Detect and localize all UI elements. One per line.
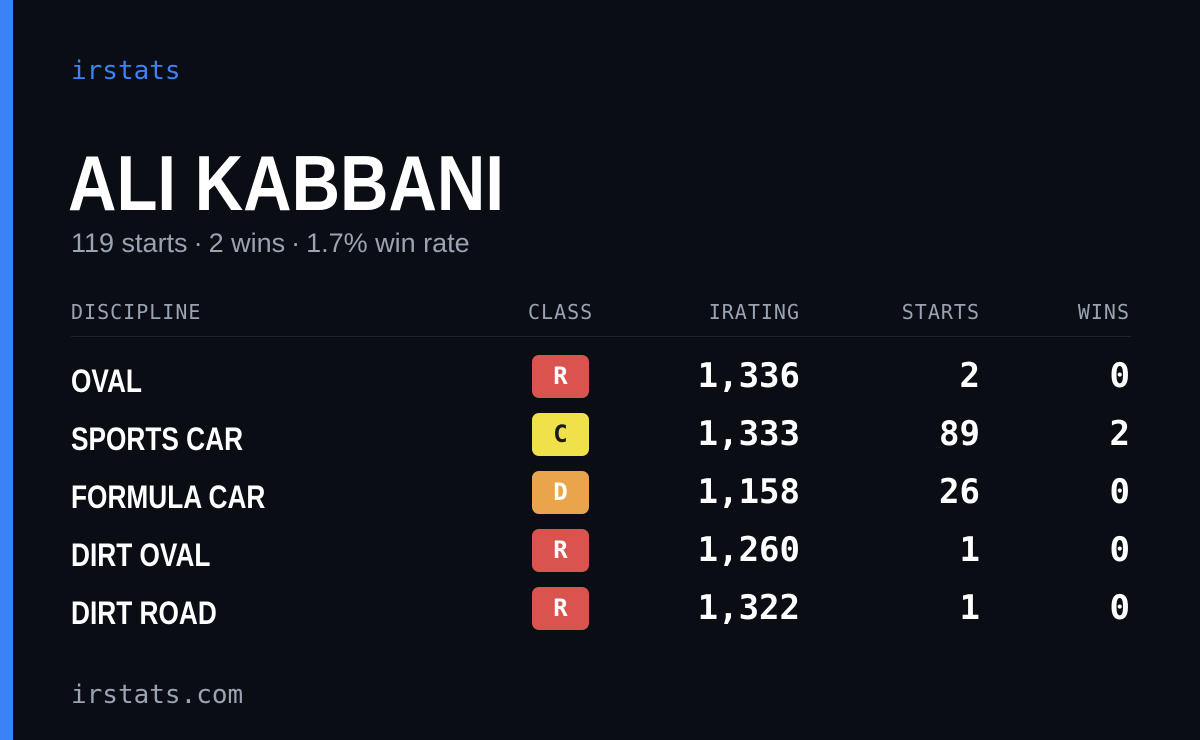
footer-url[interactable]: irstats.com	[71, 680, 244, 710]
header-wins: WINS	[1077, 300, 1130, 324]
starts-value: 2	[959, 356, 980, 396]
table-row: SPORTS CAR C 1,333 89 2	[71, 411, 1131, 469]
class-badge: R	[532, 587, 589, 630]
irating-value: 1,322	[697, 588, 800, 628]
discipline-name: FORMULA CAR	[71, 479, 266, 515]
header-discipline: DISCIPLINE	[71, 300, 202, 324]
discipline-name: DIRT OVAL	[71, 537, 211, 573]
brand-logo[interactable]: irstats	[71, 56, 181, 86]
header-class: CLASS	[528, 300, 594, 324]
irating-value: 1,158	[697, 472, 800, 512]
wins-value: 0	[1109, 588, 1130, 628]
driver-name: ALI KABBANI	[68, 139, 504, 227]
table-row: DIRT ROAD R 1,322 1 0	[71, 585, 1131, 643]
summary-separator: ·	[193, 228, 203, 258]
accent-bar	[0, 0, 13, 740]
irating-value: 1,333	[697, 414, 800, 454]
table-row: OVAL R 1,336 2 0	[71, 353, 1131, 411]
starts-value: 89	[939, 414, 980, 454]
driver-summary: 119 starts · 2 wins · 1.7% win rate	[71, 228, 470, 259]
table-row: FORMULA CAR D 1,158 26 0	[71, 469, 1131, 527]
table-header: DISCIPLINE CLASS IRATING STARTS WINS	[71, 296, 1131, 337]
summary-starts: 119 starts	[71, 228, 188, 258]
discipline-table: DISCIPLINE CLASS IRATING STARTS WINS OVA…	[71, 296, 1131, 643]
class-badge: D	[532, 471, 589, 514]
summary-win-rate: 1.7% win rate	[306, 228, 470, 258]
irating-value: 1,260	[697, 530, 800, 570]
table-row: DIRT OVAL R 1,260 1 0	[71, 527, 1131, 585]
summary-wins: 2 wins	[208, 228, 286, 258]
irating-value: 1,336	[697, 356, 800, 396]
header-irating: IRATING	[708, 300, 800, 324]
summary-separator: ·	[291, 228, 301, 258]
table-body: OVAL R 1,336 2 0 SPORTS CAR C 1,333 89 2…	[71, 337, 1131, 643]
starts-value: 1	[959, 530, 980, 570]
class-badge: R	[532, 355, 589, 398]
discipline-name: OVAL	[71, 363, 142, 399]
starts-value: 26	[939, 472, 980, 512]
class-badge: C	[532, 413, 589, 456]
wins-value: 2	[1109, 414, 1130, 454]
wins-value: 0	[1109, 472, 1130, 512]
discipline-name: DIRT ROAD	[71, 595, 217, 631]
discipline-name: SPORTS CAR	[71, 421, 244, 457]
header-starts: STARTS	[901, 300, 980, 324]
wins-value: 0	[1109, 356, 1130, 396]
starts-value: 1	[959, 588, 980, 628]
wins-value: 0	[1109, 530, 1130, 570]
class-badge: R	[532, 529, 589, 572]
